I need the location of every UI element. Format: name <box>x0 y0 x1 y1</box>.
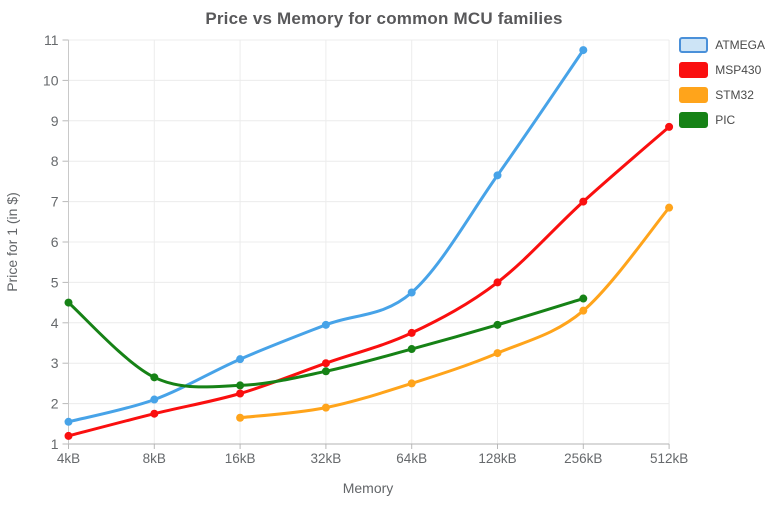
data-point-msp430 <box>321 359 330 368</box>
y-tick-label: 5 <box>51 274 59 290</box>
data-point-atmega <box>407 288 416 297</box>
tick-labels: 1 2 3 4 5 6 7 8 9 10 11 4kB 8kB 16kB 32kB 64kB 128kB 256k… <box>43 32 688 466</box>
data-point-atmega <box>321 320 330 329</box>
data-point-stm32 <box>407 379 416 388</box>
data-point-msp430 <box>236 389 245 398</box>
data-point-atmega <box>579 46 588 55</box>
data-point-pic <box>150 373 159 382</box>
data-point-stm32 <box>579 306 588 315</box>
y-tick-label: 7 <box>51 194 59 210</box>
data-point-pic <box>321 367 330 376</box>
y-tick-label: 4 <box>51 315 59 331</box>
data-point-pic <box>236 381 245 390</box>
legend-label-stm32: STM32 <box>715 88 754 102</box>
x-tick-label: 32kB <box>311 451 342 466</box>
axes <box>62 39 670 449</box>
x-tick-label: 64kB <box>396 451 427 466</box>
y-tick-label: 3 <box>51 355 59 371</box>
series-msp430 <box>64 122 674 440</box>
y-tick-label: 10 <box>43 72 59 88</box>
legend-label-pic: PIC <box>715 113 736 127</box>
legend: ATMEGA MSP430 STM32 PIC <box>679 37 765 128</box>
x-tick-label: 512kB <box>650 451 688 466</box>
gridlines <box>68 39 670 444</box>
data-point-msp430 <box>150 409 159 418</box>
y-tick-label: 11 <box>44 32 59 48</box>
data-point-atmega <box>236 355 245 364</box>
legend-swatch-pic <box>679 112 709 128</box>
x-tick-label: 8kB <box>143 451 166 466</box>
x-tick-label: 128kB <box>478 451 516 466</box>
data-point-stm32 <box>493 349 502 358</box>
x-tick-label: 4kB <box>57 451 80 466</box>
legend-swatch-msp430 <box>679 62 709 78</box>
data-point-atmega <box>150 395 159 404</box>
data-point-pic <box>407 345 416 354</box>
x-axis-title: Memory <box>343 480 394 496</box>
series-line-msp430 <box>67 125 671 438</box>
data-point-atmega <box>493 171 502 180</box>
legend-item-stm32[interactable]: STM32 <box>679 87 765 103</box>
legend-label-atmega: ATMEGA <box>715 38 765 52</box>
data-point-stm32 <box>236 413 245 422</box>
data-point-msp430 <box>64 431 73 440</box>
data-point-stm32 <box>665 203 674 212</box>
series-stm32 <box>236 203 674 422</box>
y-tick-label: 9 <box>51 113 59 129</box>
data-point-msp430 <box>665 122 674 131</box>
data-point-pic <box>64 298 73 307</box>
legend-item-atmega[interactable]: ATMEGA <box>679 37 765 53</box>
legend-swatch-atmega <box>679 37 709 53</box>
data-point-msp430 <box>493 278 502 287</box>
series-atmega <box>64 46 588 426</box>
y-tick-label: 2 <box>51 396 59 412</box>
legend-swatch-stm32 <box>679 87 709 103</box>
data-point-pic <box>579 294 588 303</box>
data-point-msp430 <box>407 328 416 337</box>
x-tick-label: 256kB <box>564 451 602 466</box>
chart-title: Price vs Memory for common MCU families <box>205 9 563 28</box>
series-pic <box>64 294 588 390</box>
x-tick-label: 16kB <box>225 451 256 466</box>
y-tick-label: 8 <box>51 153 59 169</box>
y-axis-title: Price for 1 (in $) <box>4 192 20 292</box>
y-tick-label: 1 <box>51 436 59 452</box>
data-point-atmega <box>64 417 73 426</box>
data-point-msp430 <box>579 197 588 206</box>
series-lines <box>64 46 674 440</box>
series-line-stm32 <box>238 206 671 420</box>
data-point-pic <box>493 320 502 329</box>
legend-item-msp430[interactable]: MSP430 <box>679 62 765 78</box>
y-tick-label: 6 <box>51 234 59 250</box>
data-point-stm32 <box>321 403 330 412</box>
legend-item-pic[interactable]: PIC <box>679 112 765 128</box>
legend-label-msp430: MSP430 <box>715 63 762 77</box>
